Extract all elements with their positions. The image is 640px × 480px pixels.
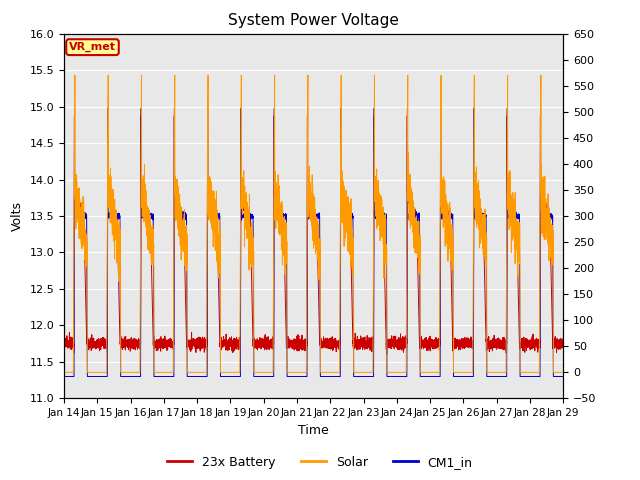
CM1_in [284, 373, 292, 379]
CM1_in [60, 373, 68, 379]
Solar [248, 234, 256, 240]
CM1_in [179, 213, 186, 219]
CM1_in [248, 214, 256, 219]
Line: 23x Battery: 23x Battery [64, 116, 563, 354]
Solar [60, 370, 68, 375]
Legend: 23x Battery, Solar, CM1_in: 23x Battery, Solar, CM1_in [163, 451, 477, 474]
CM1_in [176, 214, 184, 220]
23x Battery [559, 341, 567, 347]
Solar [176, 207, 184, 213]
Solar [284, 370, 292, 375]
Line: CM1_in: CM1_in [64, 108, 563, 376]
CM1_in [71, 106, 79, 111]
23x Battery [556, 343, 563, 348]
23x Battery [176, 218, 184, 224]
23x Battery [70, 113, 78, 119]
Solar [559, 370, 567, 375]
X-axis label: Time: Time [298, 424, 329, 437]
Solar [179, 239, 186, 245]
23x Battery [181, 284, 189, 290]
Y-axis label: Volts: Volts [11, 201, 24, 231]
CM1_in [559, 373, 567, 379]
Text: VR_met: VR_met [69, 42, 116, 52]
Line: Solar: Solar [64, 75, 563, 372]
23x Battery [383, 351, 390, 357]
23x Battery [60, 340, 68, 346]
Solar [556, 370, 563, 375]
Title: System Power Voltage: System Power Voltage [228, 13, 399, 28]
23x Battery [179, 217, 186, 223]
Solar [71, 72, 79, 78]
CM1_in [181, 214, 189, 220]
23x Battery [248, 303, 256, 309]
Solar [181, 234, 189, 240]
CM1_in [556, 373, 563, 379]
23x Battery [284, 339, 292, 345]
